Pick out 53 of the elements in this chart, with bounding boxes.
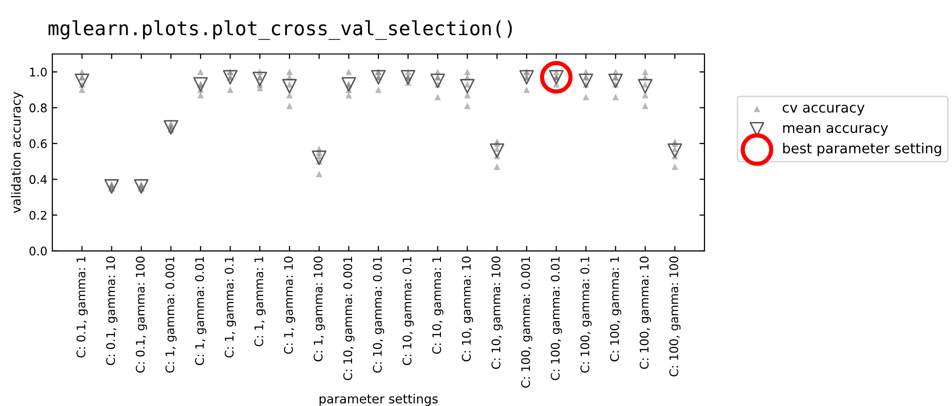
x-tick-label: C: 100, gamma: 0.01 [550,256,562,380]
x-tick-label: C: 100, gamma: 10 [640,256,651,369]
x-tick-label: C: 10, gamma: 0.1 [402,256,414,366]
point [490,143,504,158]
point [371,70,386,85]
point [578,74,594,88]
y-tick-label: 0.2 [30,210,46,220]
point [668,143,682,158]
point [164,120,178,135]
point [400,70,416,85]
x-axis-title: parameter settings [320,394,438,406]
legend-label: mean accuracy [783,125,888,136]
x-tick-label: C: 10, gamma: 0.01 [372,256,384,373]
x-tick-label: C: 0.1, gamma: 10 [106,256,118,366]
point [460,78,475,94]
x-tick-label: C: 10, gamma: 100 [491,256,503,369]
point [430,74,445,88]
point [104,179,119,194]
x-tick-label: C: 100, gamma: 0.1 [580,256,592,373]
point [193,77,208,92]
y-axis-title: validation accuracy [11,92,24,214]
point [74,74,90,88]
point [222,70,238,85]
point [608,74,623,88]
point [312,150,326,166]
x-tick-label: C: 0.1, gamma: 1 [76,256,88,358]
x-tick-label: C: 0.1, gamma: 100 [136,256,147,373]
x-tick-label: C: 1, gamma: 100 [314,256,325,362]
y-tick-label: 0.6 [30,139,47,148]
point [519,70,534,85]
x-tick-label: C: 100, gamma: 100 [669,256,681,376]
legend-label: best parameter setting [783,142,942,156]
point [341,77,356,92]
y-tick-label: 0.8 [30,103,47,112]
point [134,179,149,194]
x-tick-label: C: 10, gamma: 0.001 [343,256,354,380]
y-tick-label: 0.4 [30,175,47,184]
point [282,78,297,94]
x-tick-label: C: 1, gamma: 0.001 [165,256,177,373]
x-tick-label: C: 100, gamma: 0.001 [521,256,532,388]
x-tick-label: C: 10, gamma: 1 [432,256,444,354]
x-tick-label: C: 1, gamma: 0.1 [224,256,236,358]
x-tick-label: C: 10, gamma: 10 [462,256,474,362]
x-tick-label: C: 100, gamma: 1 [610,256,622,362]
x-tick-label: C: 1, gamma: 0.01 [195,256,206,366]
point [638,78,652,94]
x-tick-label: C: 1, gamma: 10 [284,256,296,354]
y-tick-label: 1.0 [30,68,47,77]
legend-label: cv accuracy [782,104,864,116]
point [252,72,268,86]
chart-title: mglearn.plots.plot_cross_val_selection() [48,20,512,40]
x-tick-label: C: 1, gamma: 1 [254,256,266,346]
y-tick-label: 0.0 [30,246,47,256]
